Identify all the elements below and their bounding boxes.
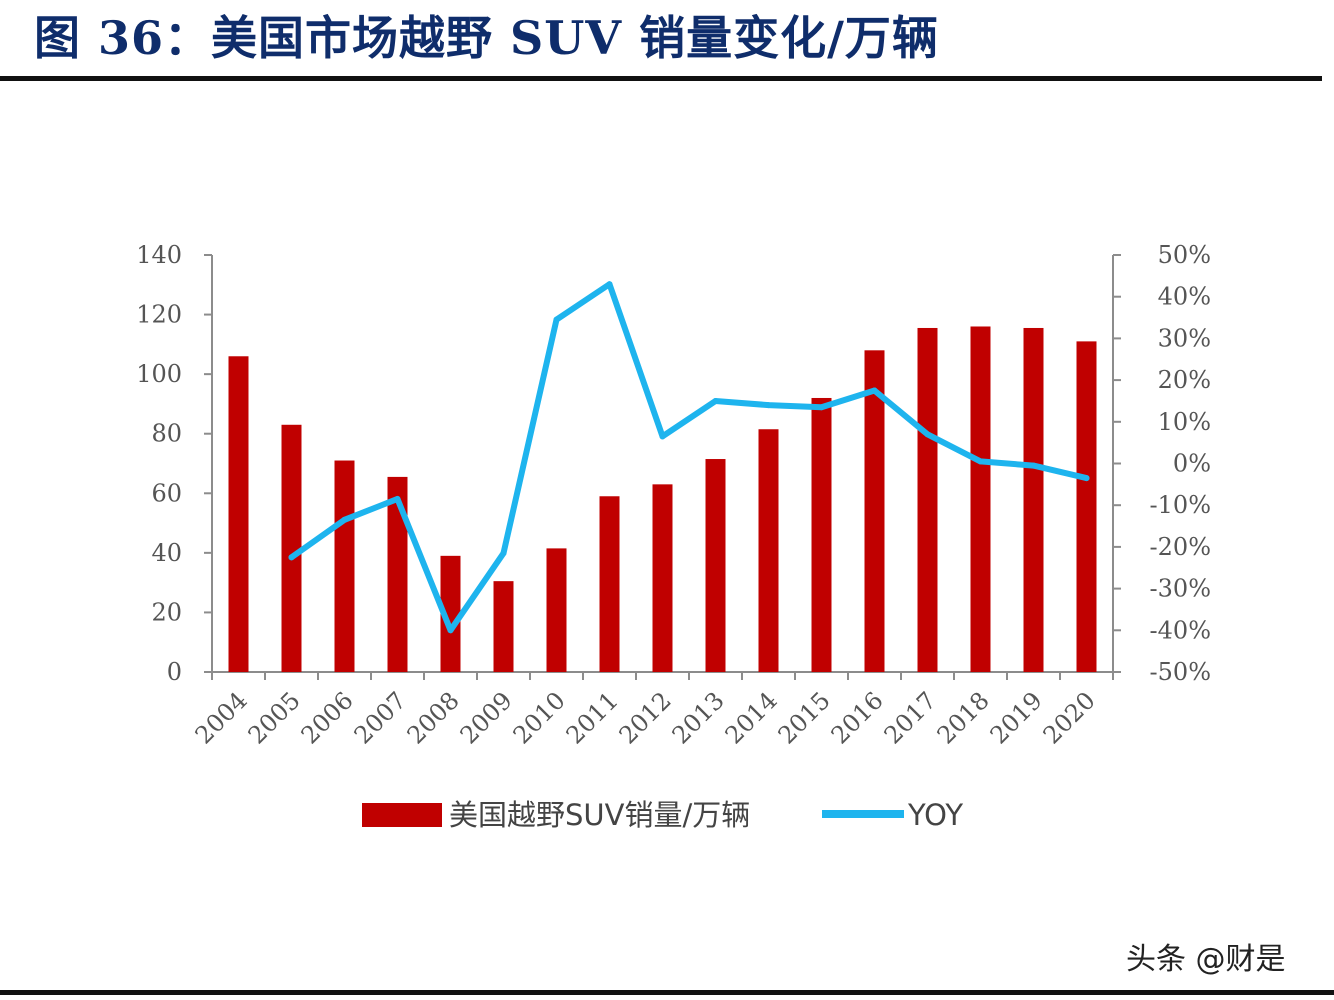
bar <box>440 555 461 672</box>
bar <box>599 496 620 672</box>
left-axis-tick-label: 80 <box>151 420 182 448</box>
legend-line-label: YOY <box>907 798 963 832</box>
x-axis-tick-label: 2019 <box>985 686 1048 749</box>
left-y-axis: 0 20 40 60 80 100 120 140 <box>136 241 213 686</box>
x-axis-tick-label: 2013 <box>667 686 730 749</box>
right-axis-tick-label: 50% <box>1158 241 1211 269</box>
bar <box>758 429 779 672</box>
bar <box>917 327 938 672</box>
right-axis-tick-label: 20% <box>1158 366 1211 394</box>
yoy-point <box>606 281 613 288</box>
right-axis-tick-label: -50% <box>1150 658 1211 686</box>
right-axis-tick-label: 10% <box>1158 408 1211 436</box>
right-axis-tick-label: -10% <box>1150 491 1211 519</box>
left-axis-tick-label: 140 <box>136 241 182 269</box>
yoy-point <box>500 550 507 557</box>
bar <box>228 356 249 672</box>
yoy-point <box>1030 462 1037 469</box>
x-axis: 2004200520062007200820092010201120122013… <box>190 671 1114 749</box>
yoy-point <box>288 554 295 561</box>
right-y-axis: -50% -40% -30% -20% -10% 0% 10% 20% 30% 40% 50% <box>1112 241 1211 686</box>
yoy-point <box>659 433 666 440</box>
x-axis-tick-label: 2009 <box>455 686 518 749</box>
x-axis-tick-label: 2008 <box>402 686 465 749</box>
left-axis-tick-label: 120 <box>136 301 182 329</box>
left-axis-tick-label: 100 <box>136 360 182 388</box>
x-axis-tick-label: 2004 <box>190 686 253 749</box>
bar-series <box>228 326 1097 672</box>
x-axis-tick-label: 2007 <box>349 686 412 749</box>
right-axis-tick-label: 0% <box>1173 450 1211 478</box>
right-axis-tick-label: -30% <box>1150 575 1211 603</box>
x-axis-tick-label: 2014 <box>720 686 783 749</box>
bar <box>864 350 885 672</box>
legend-bar-label: 美国越野SUV销量/万辆 <box>449 798 750 832</box>
yoy-point <box>712 397 719 404</box>
x-axis-tick-label: 2006 <box>296 686 359 749</box>
bar <box>281 424 302 672</box>
x-axis-tick-label: 2011 <box>561 686 624 749</box>
yoy-point <box>341 516 348 523</box>
yoy-point <box>1083 475 1090 482</box>
title-divider <box>0 76 1322 81</box>
yoy-point <box>447 627 454 634</box>
x-axis-tick-label: 2015 <box>773 686 836 749</box>
yoy-point <box>765 402 772 409</box>
x-axis-tick-label: 2010 <box>508 686 571 749</box>
bar <box>1023 327 1044 672</box>
yoy-point <box>553 316 560 323</box>
yoy-point <box>924 431 931 438</box>
bar <box>493 581 514 672</box>
yoy-point <box>871 387 878 394</box>
x-axis-tick-label: 2012 <box>614 686 677 749</box>
yoy-point <box>977 458 984 465</box>
x-axis-tick-label: 2005 <box>243 686 306 749</box>
bar <box>705 459 726 672</box>
bar <box>1076 341 1097 672</box>
bottom-divider <box>0 990 1334 995</box>
x-axis-tick-label: 2017 <box>879 686 942 749</box>
x-axis-tick-label: 2018 <box>932 686 995 749</box>
bar <box>652 484 673 672</box>
right-axis-tick-label: -40% <box>1150 616 1211 644</box>
left-axis-tick-label: 0 <box>167 658 182 686</box>
yoy-line-series <box>288 281 1090 634</box>
yoy-point <box>394 495 401 502</box>
yoy-point <box>818 404 825 411</box>
right-axis-tick-label: 40% <box>1158 283 1211 311</box>
left-axis-tick-label: 20 <box>151 598 182 626</box>
left-axis-tick-label: 40 <box>151 539 182 567</box>
bar <box>970 326 991 672</box>
figure-title: 图 36：美国市场越野 SUV 销量变化/万辆 <box>34 11 939 65</box>
left-axis-tick-label: 60 <box>151 479 182 507</box>
right-axis-tick-label: -20% <box>1150 533 1211 561</box>
bar <box>334 460 355 672</box>
x-axis-tick-label: 2020 <box>1038 686 1101 749</box>
yoy-line <box>288 281 1090 634</box>
legend-bar-swatch <box>362 803 442 827</box>
bar <box>811 397 832 672</box>
right-axis-tick-label: 30% <box>1158 324 1211 352</box>
legend-line-swatch <box>822 810 904 818</box>
watermark: 头条 @财是 <box>1126 942 1286 977</box>
bar <box>546 548 567 672</box>
x-axis-tick-label: 2016 <box>826 686 889 749</box>
bar <box>387 476 408 672</box>
legend: 美国越野SUV销量/万辆 YOY <box>362 798 963 832</box>
